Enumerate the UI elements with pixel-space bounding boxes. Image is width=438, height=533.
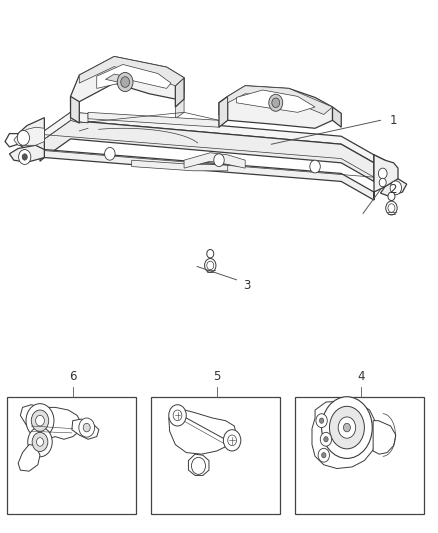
Polygon shape	[44, 150, 374, 200]
Circle shape	[343, 423, 350, 432]
Polygon shape	[5, 134, 18, 147]
Circle shape	[31, 410, 49, 431]
Circle shape	[228, 435, 237, 446]
Circle shape	[35, 415, 44, 426]
Polygon shape	[88, 112, 219, 127]
Polygon shape	[219, 96, 228, 127]
Text: 6: 6	[69, 370, 77, 383]
Circle shape	[321, 397, 372, 458]
Polygon shape	[237, 90, 315, 112]
Polygon shape	[175, 78, 184, 107]
Circle shape	[379, 178, 386, 187]
Circle shape	[205, 259, 216, 272]
Polygon shape	[188, 454, 209, 475]
Polygon shape	[312, 401, 376, 469]
Polygon shape	[40, 131, 44, 161]
Circle shape	[319, 418, 324, 423]
Polygon shape	[14, 127, 44, 146]
Polygon shape	[228, 86, 332, 115]
Circle shape	[117, 72, 133, 92]
Circle shape	[329, 406, 364, 449]
Polygon shape	[373, 421, 396, 454]
Circle shape	[388, 204, 395, 212]
Circle shape	[173, 410, 182, 421]
Polygon shape	[44, 120, 374, 181]
Circle shape	[269, 94, 283, 111]
Text: 1: 1	[389, 114, 397, 127]
Bar	[7, 397, 136, 514]
Circle shape	[324, 437, 328, 442]
Circle shape	[79, 418, 95, 437]
Polygon shape	[72, 419, 99, 439]
Polygon shape	[44, 112, 374, 163]
Polygon shape	[97, 64, 171, 88]
Circle shape	[338, 417, 356, 438]
Circle shape	[22, 154, 27, 160]
Circle shape	[388, 192, 395, 200]
Circle shape	[390, 181, 402, 195]
Circle shape	[36, 438, 43, 446]
Polygon shape	[10, 146, 44, 163]
Circle shape	[320, 432, 332, 446]
Text: 4: 4	[357, 370, 365, 383]
Polygon shape	[374, 155, 385, 187]
Circle shape	[321, 453, 326, 458]
Polygon shape	[20, 405, 81, 439]
Polygon shape	[374, 155, 398, 200]
Polygon shape	[381, 179, 407, 196]
Circle shape	[378, 168, 387, 179]
Circle shape	[105, 148, 115, 160]
Polygon shape	[79, 56, 184, 86]
Circle shape	[318, 448, 329, 462]
Polygon shape	[106, 74, 132, 83]
Polygon shape	[169, 409, 237, 454]
Circle shape	[386, 201, 397, 215]
Circle shape	[83, 423, 90, 432]
Polygon shape	[132, 160, 228, 171]
Circle shape	[214, 154, 224, 166]
Polygon shape	[184, 153, 245, 168]
Circle shape	[18, 150, 31, 165]
Polygon shape	[332, 107, 341, 127]
Polygon shape	[18, 445, 40, 471]
Polygon shape	[44, 112, 88, 139]
Text: 5: 5	[213, 370, 220, 383]
Text: 2: 2	[389, 183, 397, 196]
Circle shape	[191, 457, 205, 474]
Circle shape	[310, 160, 320, 173]
Circle shape	[26, 403, 54, 438]
Polygon shape	[18, 118, 44, 158]
Circle shape	[316, 414, 327, 427]
Bar	[151, 397, 280, 514]
Circle shape	[28, 427, 52, 457]
Polygon shape	[71, 96, 79, 123]
Circle shape	[169, 405, 186, 426]
Circle shape	[207, 249, 214, 258]
Circle shape	[17, 131, 29, 146]
Polygon shape	[175, 91, 184, 119]
Circle shape	[223, 430, 241, 451]
Circle shape	[32, 432, 48, 451]
Text: 3: 3	[243, 279, 251, 292]
Circle shape	[272, 98, 280, 108]
Circle shape	[121, 77, 130, 87]
Polygon shape	[219, 86, 332, 128]
Bar	[295, 397, 424, 514]
Polygon shape	[71, 102, 79, 123]
Circle shape	[207, 261, 214, 270]
Polygon shape	[71, 56, 184, 110]
